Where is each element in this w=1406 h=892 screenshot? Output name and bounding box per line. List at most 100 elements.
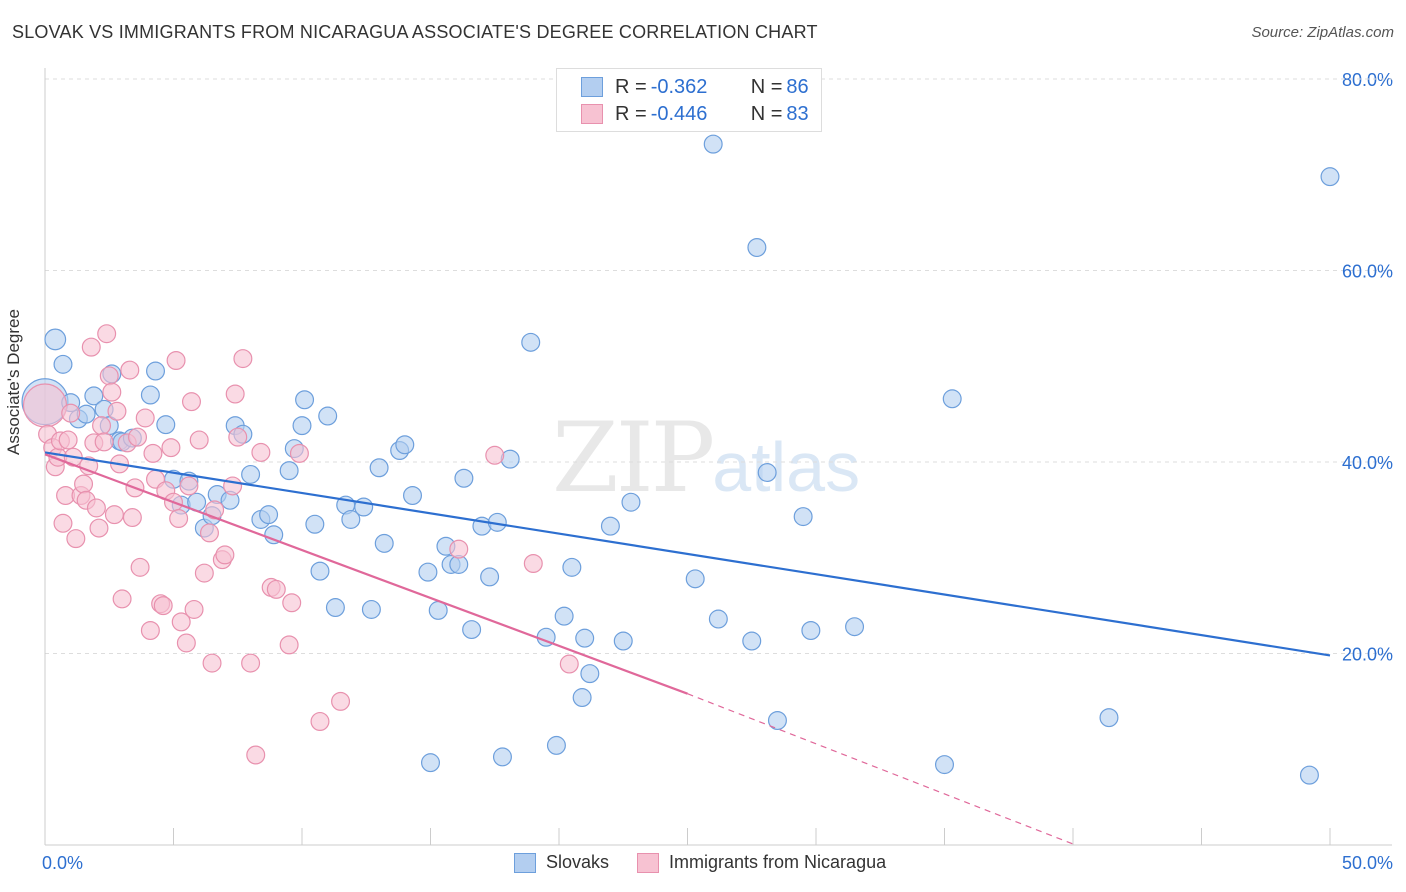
y-tick-label: 40.0%	[1342, 453, 1393, 473]
point-slovak	[374, 533, 394, 553]
point-slovak	[264, 525, 284, 545]
legend-r-label: R =	[615, 102, 647, 125]
point-nicaragua	[205, 500, 225, 520]
point-slovak	[1299, 765, 1319, 785]
point-nicaragua	[89, 518, 109, 538]
point-nicaragua	[81, 337, 101, 357]
legend-n-value: 86	[786, 75, 809, 98]
trendline-nicaragua	[44, 453, 688, 695]
point-nicaragua	[266, 579, 286, 599]
point-slovak	[361, 599, 381, 619]
point-slovak	[292, 416, 312, 436]
legend-n-value: 83	[786, 102, 809, 125]
legend-item-nicaragua[interactable]: Immigrants from Nicaragua	[637, 852, 886, 873]
point-nicaragua	[104, 505, 124, 525]
trendline-extension-nicaragua	[687, 693, 1076, 846]
legend-row-slovaks: R = -0.362 N = 86	[581, 75, 809, 99]
point-nicaragua	[215, 545, 235, 565]
y-tick-label: 80.0%	[1342, 70, 1393, 90]
legend-label-nicaragua: Immigrants from Nicaragua	[669, 852, 887, 872]
point-slovak	[801, 621, 821, 641]
point-nicaragua	[181, 392, 201, 412]
point-nicaragua	[120, 360, 140, 380]
point-nicaragua	[161, 438, 181, 458]
point-nicaragua	[140, 621, 160, 641]
point-nicaragua	[251, 442, 271, 462]
point-nicaragua	[79, 456, 99, 476]
point-nicaragua	[523, 553, 543, 573]
point-slovak	[521, 332, 541, 352]
point-nicaragua	[176, 633, 196, 653]
series-legend: Slovaks Immigrants from Nicaragua	[514, 852, 914, 873]
point-nicaragua	[223, 476, 243, 496]
point-slovak	[757, 463, 777, 483]
point-slovak	[1320, 167, 1340, 187]
point-nicaragua	[22, 383, 68, 428]
point-slovak	[767, 711, 787, 731]
point-nicaragua	[122, 508, 142, 528]
point-nicaragua	[449, 539, 469, 559]
legend-swatch-pink	[581, 104, 603, 124]
legend-item-slovaks[interactable]: Slovaks	[514, 852, 609, 873]
legend-row-nicaragua: R = -0.446 N = 83	[581, 102, 809, 126]
point-slovak	[708, 609, 728, 629]
point-slovak	[241, 464, 261, 484]
chart-source: Source: ZipAtlas.com	[1251, 24, 1394, 41]
point-nicaragua	[130, 557, 150, 577]
point-slovak	[845, 617, 865, 637]
point-nicaragua	[199, 523, 219, 543]
point-slovak	[369, 458, 389, 478]
point-nicaragua	[99, 366, 119, 386]
point-nicaragua	[228, 427, 248, 447]
point-nicaragua	[166, 351, 186, 371]
point-nicaragua	[289, 443, 309, 463]
point-slovak	[600, 516, 620, 536]
point-slovak	[554, 606, 574, 626]
point-nicaragua	[559, 654, 579, 674]
point-nicaragua	[310, 711, 330, 731]
y-tick-label: 20.0%	[1342, 645, 1393, 665]
point-slovak	[562, 557, 582, 577]
point-nicaragua	[102, 382, 122, 402]
point-slovak	[395, 435, 415, 455]
point-slovak	[942, 389, 962, 409]
point-slovak	[325, 598, 345, 618]
point-slovak	[934, 755, 954, 775]
legend-n-label: N =	[750, 75, 783, 98]
point-slovak	[53, 354, 73, 374]
legend-r-value: -0.446	[650, 102, 708, 125]
point-nicaragua	[485, 445, 505, 465]
point-slovak	[44, 328, 67, 351]
point-slovak	[492, 747, 512, 767]
point-slovak	[403, 486, 423, 506]
chart-title: SLOVAK VS IMMIGRANTS FROM NICARAGUA ASSO…	[12, 22, 818, 42]
point-slovak	[546, 735, 566, 755]
point-slovak	[305, 514, 325, 534]
point-slovak	[793, 507, 813, 527]
point-nicaragua	[184, 599, 204, 619]
legend-r-label: R =	[615, 75, 647, 98]
point-slovak	[318, 406, 338, 426]
watermark-atlas: atlas	[712, 428, 861, 506]
point-nicaragua	[53, 513, 73, 533]
legend-swatch-pink	[637, 852, 660, 873]
point-slovak	[1099, 708, 1119, 728]
point-slovak	[341, 509, 361, 529]
legend-n-label: N =	[750, 102, 783, 125]
point-slovak	[580, 664, 600, 684]
point-slovak	[685, 569, 705, 589]
y-tick-label: 60.0%	[1342, 262, 1393, 282]
point-slovak	[140, 385, 160, 405]
point-nicaragua	[143, 443, 163, 463]
point-nicaragua	[225, 384, 245, 404]
point-nicaragua	[92, 416, 112, 436]
point-nicaragua	[241, 653, 261, 673]
point-slovak	[295, 390, 315, 410]
point-nicaragua	[189, 430, 209, 450]
point-slovak	[462, 620, 482, 640]
point-nicaragua	[74, 474, 94, 494]
point-slovak	[259, 505, 279, 525]
point-nicaragua	[179, 476, 199, 496]
point-slovak	[418, 562, 438, 582]
